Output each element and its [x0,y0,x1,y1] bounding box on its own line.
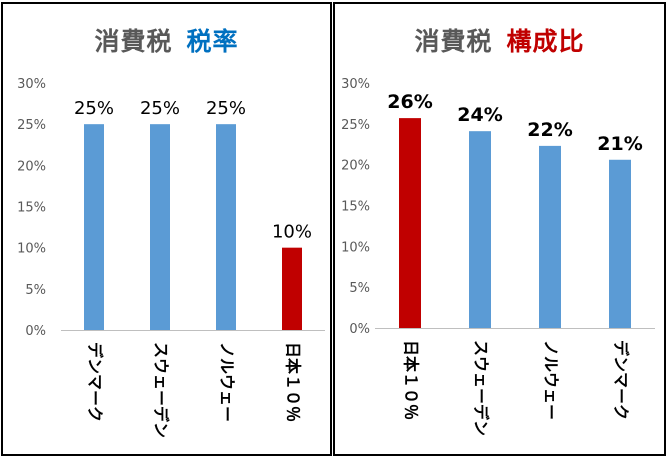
x-category-label: スウェーデン [472,340,491,436]
chart-title-part1: 消費税 [94,27,173,56]
data-label: 24% [457,104,502,126]
x-category-label: ノルウェー [218,342,237,422]
data-label: 25% [74,98,114,119]
chart-title: 消費税 構成比 [335,22,664,58]
data-label: 22% [527,119,572,141]
chart-title-part1: 消費税 [414,27,493,56]
bar [84,124,104,331]
bar [282,247,302,330]
y-tick-label: 10% [17,242,46,257]
bar [216,124,236,331]
data-label: 25% [140,98,180,119]
y-tick-label: 25% [17,118,46,133]
y-tick-label: 20% [17,159,46,174]
y-tick-label: 5% [25,283,46,298]
y-tick-label: 5% [349,281,370,296]
chart-title-part2: 構成比 [506,27,585,56]
y-tick-label: 10% [341,240,370,255]
x-category-label: スウェーデン [152,342,171,438]
x-category-label: 日本１０％ [402,340,421,420]
chart-panel-tax-rate: 消費税 税率 0% 5% 10% 15% 20% 25% 30% 25% デンマーク 25% スウェー… [1,2,332,456]
chart-panel-composition: 消費税 構成比 0% 5% 10% 15% 20% 25% 30% 26% 日本１０％ 24% スウェ… [333,2,666,456]
bar [609,159,631,328]
chart-title: 消費税 税率 [3,22,330,58]
bar-chart-composition: 0% 5% 10% 15% 20% 25% 30% 26% 日本１０％ 24% スウェーデン 22% ノ… [341,77,655,436]
data-label: 10% [272,222,312,243]
y-tick-label: 30% [341,77,370,92]
data-label: 25% [206,98,246,119]
y-tick-label: 0% [349,322,370,337]
x-category-label: デンマーク [86,342,105,422]
x-category-label: 日本１０％ [284,342,303,422]
bar [399,118,421,328]
bar [150,124,170,331]
chart-title-part2: 税率 [186,27,239,56]
y-tick-label: 20% [341,159,370,174]
bar [469,131,491,328]
y-tick-label: 0% [25,324,46,339]
x-category-label: ノルウェー [542,340,561,420]
data-label: 21% [597,133,642,155]
data-label: 26% [387,91,432,113]
bar-chart-tax-rate: 0% 5% 10% 15% 20% 25% 30% 25% デンマーク 25% スウェーデン 25% ノ… [17,77,325,438]
y-tick-label: 25% [341,118,370,133]
y-tick-label: 15% [341,200,370,215]
y-tick-label: 15% [17,201,46,216]
y-tick-label: 30% [17,77,46,92]
x-category-label: デンマーク [612,340,631,420]
bar [539,145,561,328]
